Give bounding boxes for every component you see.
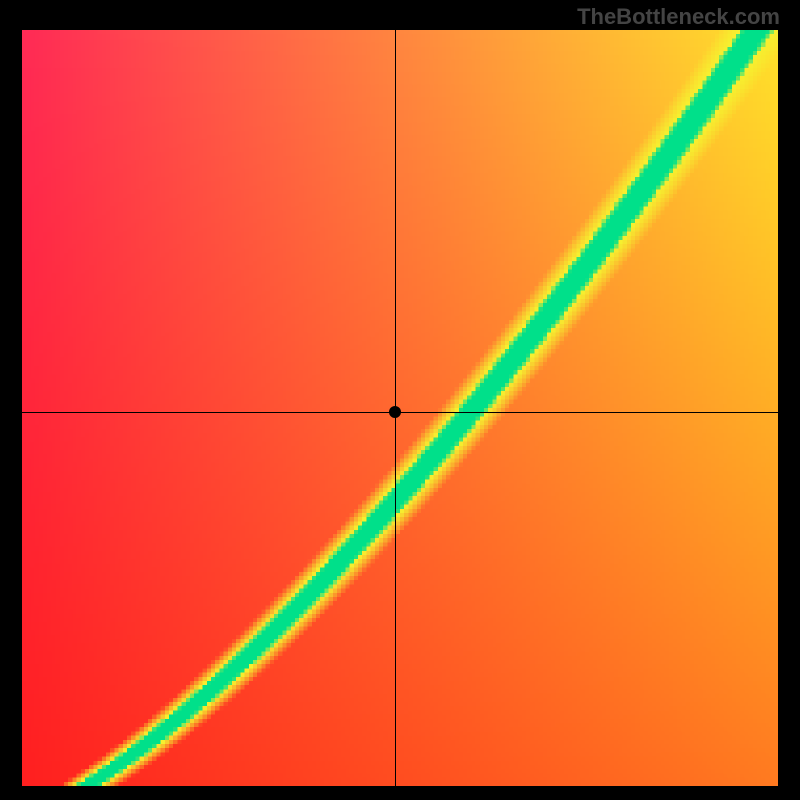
- watermark-text: TheBottleneck.com: [577, 4, 780, 30]
- bottleneck-heatmap: [22, 30, 778, 786]
- chart-container: TheBottleneck.com: [0, 0, 800, 800]
